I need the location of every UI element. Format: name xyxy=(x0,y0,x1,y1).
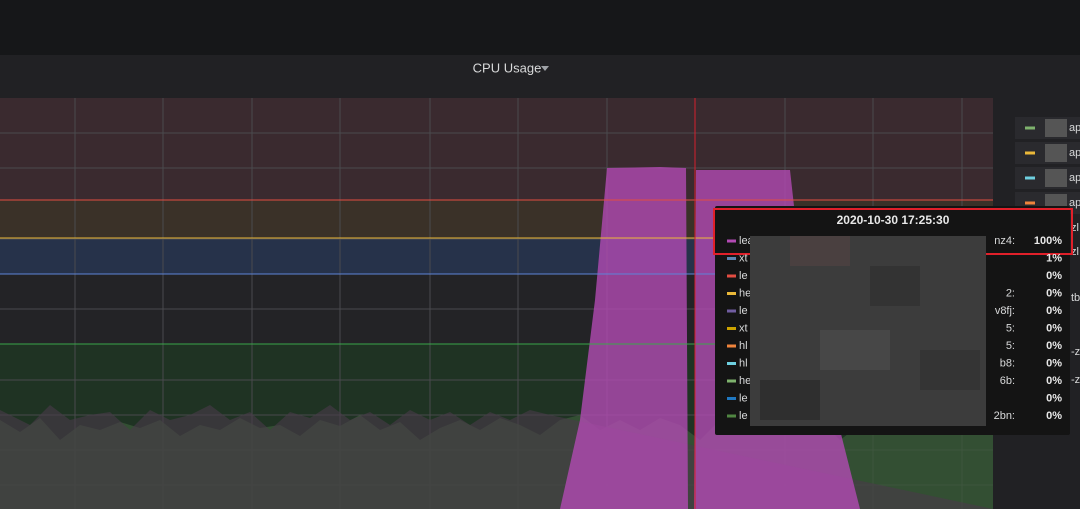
series-name-end: 2bn: xyxy=(994,410,1015,422)
redaction xyxy=(920,350,980,390)
redaction xyxy=(790,236,850,266)
series-value: 0% xyxy=(1046,392,1062,404)
series-swatch xyxy=(727,239,736,243)
legend-label: zl xyxy=(1071,222,1079,234)
series-swatch xyxy=(727,344,736,348)
series-swatch xyxy=(727,414,736,418)
series-value: 0% xyxy=(1046,287,1062,299)
pixelated-redaction xyxy=(750,236,986,426)
series-name-end: b8: xyxy=(1000,357,1015,369)
series-name: le xyxy=(739,410,748,422)
series-name: xt xyxy=(739,252,748,264)
series-swatch xyxy=(727,362,736,365)
series-name: le xyxy=(739,392,748,404)
legend-label: ap xyxy=(1069,147,1080,159)
series-name-end: 5: xyxy=(1006,340,1015,352)
series-name: he xyxy=(739,287,751,299)
series-name-end: nz4: xyxy=(994,235,1015,247)
legend-redaction xyxy=(1045,169,1067,187)
series-value: 0% xyxy=(1046,375,1062,387)
legend-label: ap xyxy=(1069,122,1080,134)
series-swatch xyxy=(727,309,736,313)
legend-label: ap xyxy=(1069,197,1080,209)
title-caret[interactable] xyxy=(541,66,549,71)
legend-label: zl xyxy=(1071,246,1079,258)
series-value: 0% xyxy=(1046,340,1062,352)
legend-label: tb xyxy=(1071,292,1080,304)
legend-swatch xyxy=(1025,201,1035,205)
legend-label: ap xyxy=(1069,172,1080,184)
series-name-end: 5: xyxy=(1006,322,1015,334)
legend-swatch xyxy=(1025,176,1035,180)
series-swatch xyxy=(727,379,736,383)
series-value: 0% xyxy=(1046,305,1062,317)
series-value: 0% xyxy=(1046,270,1062,282)
legend-label: -z xyxy=(1071,374,1080,386)
series-name: he xyxy=(739,375,751,387)
series-swatch xyxy=(727,327,736,330)
legend-redaction xyxy=(1045,144,1067,162)
series-name-end: 6b: xyxy=(1000,375,1015,387)
top-bar xyxy=(0,0,1080,55)
series-swatch xyxy=(727,274,736,278)
series-value: 100% xyxy=(1034,235,1062,247)
series-name: hl xyxy=(739,357,748,369)
series-name: le xyxy=(739,270,748,282)
series-value: 0% xyxy=(1046,410,1062,422)
critical-band xyxy=(0,98,993,200)
series-name-end: v8fj: xyxy=(995,305,1015,317)
tooltip-time: 2020-10-30 17:25:30 xyxy=(837,213,950,227)
series-value: 1% xyxy=(1046,252,1062,264)
legend-redaction xyxy=(1045,119,1067,137)
redaction xyxy=(870,266,920,306)
redaction xyxy=(820,330,890,370)
series-name: xt xyxy=(739,322,748,334)
series-name: le xyxy=(739,305,748,317)
tooltip: 2020-10-30 17:25:30 lea nz4: 100%xt 1%le 0%h… xyxy=(713,206,1073,435)
redaction xyxy=(760,380,820,420)
series-value: 0% xyxy=(1046,357,1062,369)
series-swatch xyxy=(727,292,736,295)
series-name-end: 2: xyxy=(1006,287,1015,299)
tooltip-rows: lea nz4: 100%xt 1%le 0%he 2: 0%le v8fj: 0%xt 5: 0%… xyxy=(727,235,1062,422)
series-value: 0% xyxy=(1046,322,1062,334)
legend-label: -z xyxy=(1071,346,1080,358)
series-swatch xyxy=(727,397,736,400)
legend-swatch xyxy=(1025,126,1035,130)
legend-swatch xyxy=(1025,151,1035,155)
series-name: hl xyxy=(739,340,748,352)
series-swatch xyxy=(727,257,736,260)
panel-title[interactable]: CPU Usage xyxy=(473,60,542,75)
